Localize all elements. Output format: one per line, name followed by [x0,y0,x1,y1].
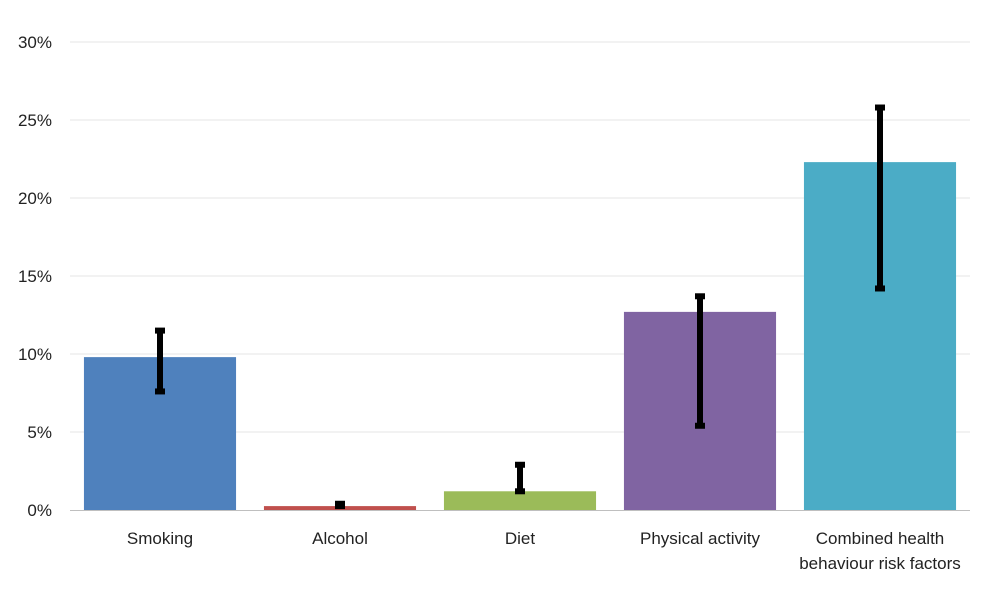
error-cap-top [515,461,525,468]
x-tick-label: Combined health [816,529,945,548]
y-tick-label: 15% [18,267,52,286]
x-tick-label: Smoking [127,529,193,548]
y-tick-label: 20% [18,189,52,208]
error-cap-bottom [695,422,705,429]
x-tick-label: Alcohol [312,529,368,548]
y-tick-labels: 0% 5% 10% 15% 20% 25% 30% [18,33,52,520]
error-bar [695,293,705,429]
y-tick-label: 25% [18,111,52,130]
error-bar [875,104,885,292]
x-tick-label: Physical activity [640,529,760,548]
y-tick-label: 10% [18,345,52,364]
error-bar [515,461,525,495]
error-cap-top [155,327,165,334]
bars [83,162,957,510]
x-tick-label: Diet [505,529,536,548]
error-cap-bottom [335,503,345,510]
error-bars [155,104,885,510]
error-cap-top [695,293,705,300]
y-tick-label: 30% [18,33,52,52]
error-cap-bottom [515,488,525,495]
y-tick-label: 5% [27,423,52,442]
error-cap-bottom [875,285,885,292]
bar [443,491,597,510]
error-cap-top [875,104,885,111]
x-tick-labels: Smoking Alcohol Diet Physical activity Combi… [127,529,961,573]
error-bar [155,327,165,395]
y-tick-label: 0% [27,501,52,520]
error-bar [335,500,345,510]
x-tick-label: behaviour risk factors [799,554,961,573]
error-cap-bottom [155,388,165,395]
